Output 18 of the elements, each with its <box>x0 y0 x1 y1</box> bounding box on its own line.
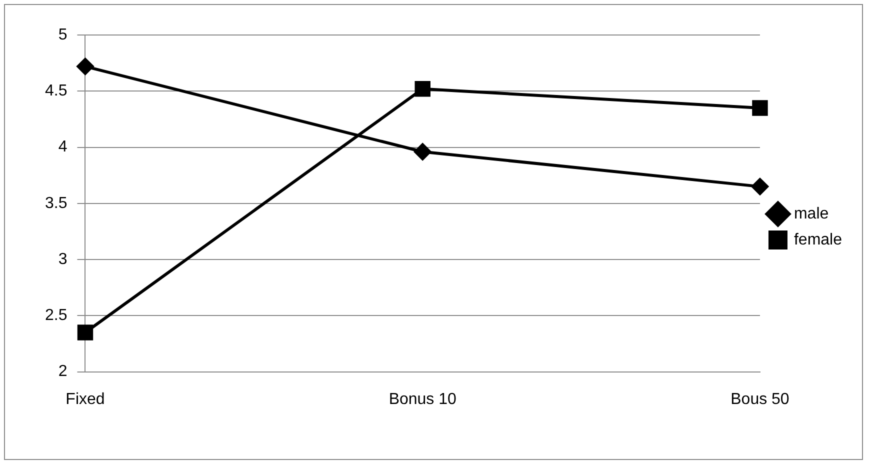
x-tick-label: Bonus 10 <box>388 390 457 408</box>
legend-label: female <box>794 231 842 248</box>
point <box>752 100 768 116</box>
point <box>751 178 768 196</box>
point <box>414 143 432 160</box>
y-tick-label: 4 <box>58 138 68 156</box>
point <box>77 324 94 340</box>
y-tick-label: 4.5 <box>44 82 68 100</box>
point <box>414 81 430 97</box>
y-tick-label: 3 <box>58 250 68 268</box>
point <box>76 58 94 75</box>
y-tick-label: 2 <box>58 363 68 380</box>
x-tick-label: Bous 50 <box>730 390 790 408</box>
y-tick-label: 3.5 <box>44 194 68 212</box>
x-tick-label: Fixed <box>66 390 105 408</box>
y-tick-label: 5 <box>58 26 68 44</box>
y-tick-label: 2.5 <box>44 307 68 324</box>
legend-label: male <box>794 205 829 222</box>
